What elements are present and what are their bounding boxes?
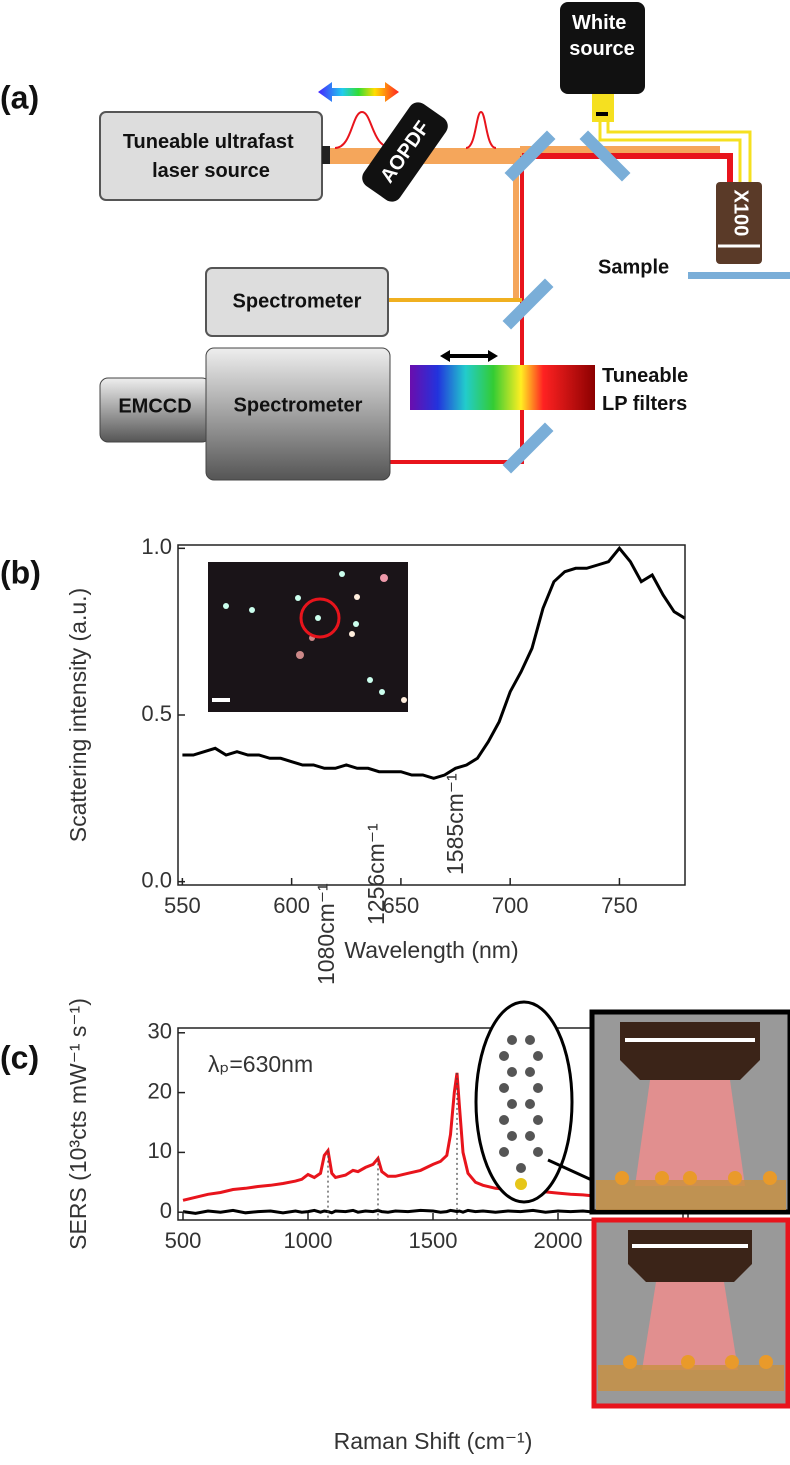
beam xyxy=(522,153,733,185)
beam-cone xyxy=(635,1080,745,1186)
spectrometer-label: Spectrometer xyxy=(234,394,363,416)
beam xyxy=(390,156,524,464)
light-guide xyxy=(596,112,608,116)
y-tick-label: 20 xyxy=(148,1078,172,1103)
x-tick-label: 2000 xyxy=(534,1228,583,1253)
laser-box xyxy=(99,111,323,201)
pulse xyxy=(465,110,497,149)
y-axis-label: Scattering intensity (a.u.) xyxy=(65,588,91,842)
darkfield-inset xyxy=(208,562,408,712)
y-tick-label: 0 xyxy=(160,1198,172,1223)
pulse xyxy=(334,110,393,149)
spectrometer-box xyxy=(205,267,389,337)
molecule xyxy=(499,1035,543,1190)
substrate xyxy=(598,1365,784,1391)
y-axis-label: SERS (10³cts mW⁻¹ s⁻¹) xyxy=(65,998,91,1250)
aopdf-box xyxy=(362,102,448,202)
mirror xyxy=(579,130,631,182)
sample-slide xyxy=(688,272,790,279)
sers-inset xyxy=(474,1000,790,1409)
text-line: Tuneable ultrafast xyxy=(123,131,294,153)
emccd-label: EMCCD xyxy=(118,395,191,417)
data-line xyxy=(182,545,686,780)
y-tick-label: 10 xyxy=(148,1138,172,1163)
spectrometer-box xyxy=(205,347,391,481)
y-tick-label: 0.0 xyxy=(141,867,172,892)
white-source-box xyxy=(560,2,645,94)
text-line: LP filters xyxy=(602,393,687,415)
y-tick-label: 30 xyxy=(148,1019,172,1044)
particles xyxy=(615,1171,777,1185)
peak-label: 1080cm⁻¹ xyxy=(313,883,339,985)
beam-cone xyxy=(642,1282,738,1370)
objective xyxy=(716,182,762,264)
particles xyxy=(623,1355,773,1369)
x-axis-label: Wavelength (nm) xyxy=(344,937,518,963)
mirror xyxy=(502,422,554,474)
filter-arrow xyxy=(440,350,498,362)
text-line: source xyxy=(569,38,635,60)
data-line xyxy=(182,1208,684,1215)
x-tick-label: 550 xyxy=(164,893,201,918)
inset-image xyxy=(208,562,408,712)
text-line: laser source xyxy=(152,160,270,182)
beam xyxy=(520,146,720,156)
x-tick-label: 1500 xyxy=(409,1228,458,1253)
y-tick-label: 1.0 xyxy=(141,534,172,559)
highlight-circle xyxy=(299,597,341,639)
filters-label: Tuneable LP filters xyxy=(602,365,694,415)
annotation: λₚ=630nm xyxy=(208,1051,313,1077)
y-tick-label: 0.5 xyxy=(141,701,172,726)
plot: 50010001500200025000102030Raman Shift (c… xyxy=(65,773,707,1454)
laser-label: Tuneable ultrafast laser source xyxy=(123,131,299,182)
sample-label: Sample xyxy=(598,256,669,278)
objective-label: X100 xyxy=(730,190,752,237)
x-tick-label: 1000 xyxy=(284,1228,333,1253)
panel-label: (a) xyxy=(0,79,39,115)
mirror xyxy=(504,130,556,182)
x-tick-label: 600 xyxy=(273,893,310,918)
panel-label: (c) xyxy=(0,1039,39,1075)
substrate xyxy=(596,1180,786,1210)
text-line: White xyxy=(572,12,626,34)
filter-strip xyxy=(410,365,595,410)
white-source-label: White source xyxy=(569,12,635,60)
data-line xyxy=(182,1072,684,1204)
text-line: Tuneable xyxy=(602,365,688,387)
x-tick-label: 700 xyxy=(492,893,529,918)
peak-label: 1256cm⁻¹ xyxy=(363,823,389,925)
light-guide xyxy=(592,92,614,122)
spectrometer-label: Spectrometer xyxy=(233,290,362,312)
objective xyxy=(628,1230,752,1282)
setup-diagram: Tuneable ultrafast laser source AOPDF Wh… xyxy=(99,2,790,481)
laser-port xyxy=(322,146,330,164)
tuning-arrow xyxy=(318,82,399,102)
peak-label: 1585cm⁻¹ xyxy=(442,773,468,875)
scale-bar xyxy=(212,698,230,702)
x-tick-label: 750 xyxy=(601,893,638,918)
panel-label: (b) xyxy=(0,554,41,590)
panel-labels: (a) (b) (c) xyxy=(0,79,41,1075)
objective xyxy=(620,1022,760,1080)
mirrors xyxy=(502,130,631,474)
mirror xyxy=(502,278,554,330)
x-tick-label: 500 xyxy=(165,1228,202,1253)
x-axis-label: Raman Shift (cm⁻¹) xyxy=(334,1428,533,1454)
plot: 550 600 650 700 750 0.0 0.5 1.0 Wavelength (nm) S… xyxy=(65,534,686,963)
x-tick-label: 650 xyxy=(383,893,420,918)
particles xyxy=(223,571,407,703)
